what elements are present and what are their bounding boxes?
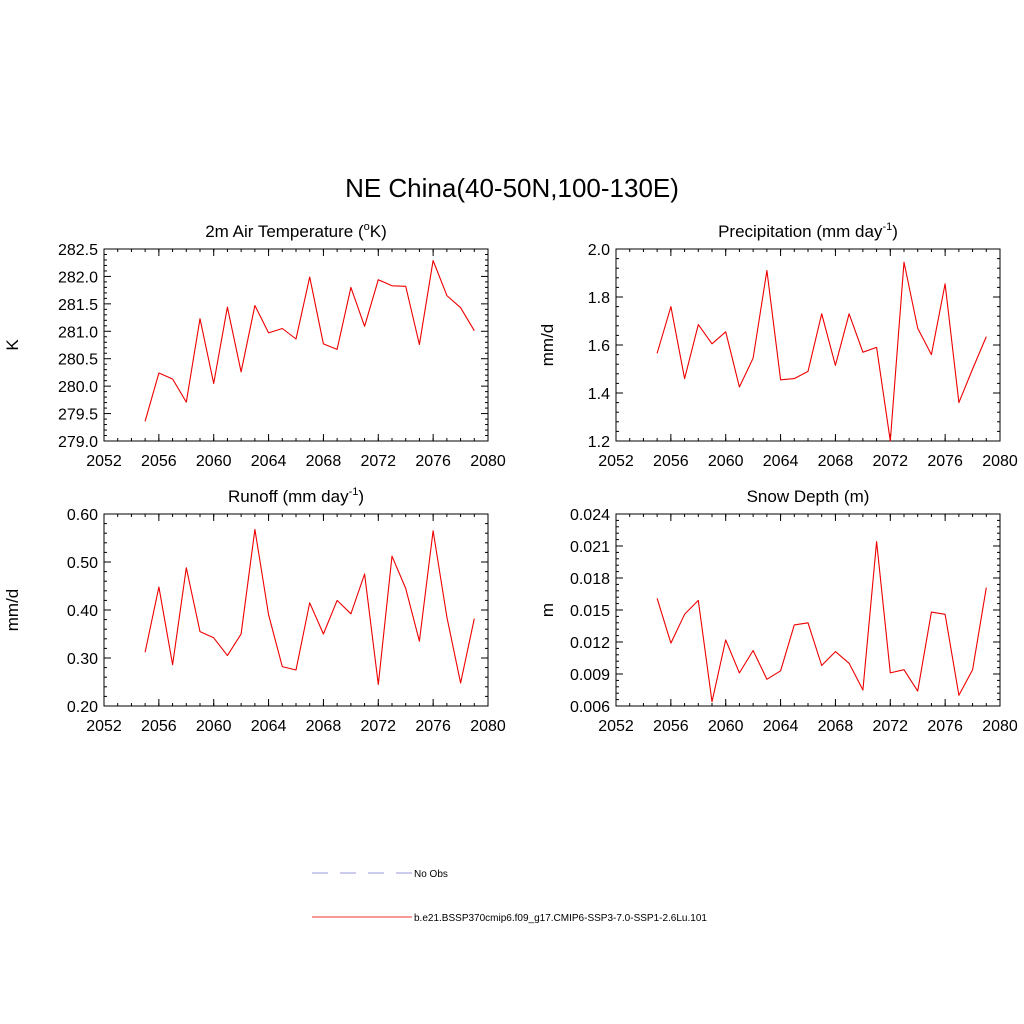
x-tick-label: 2076: [927, 718, 963, 735]
panel-title: 2m Air Temperature (oK): [205, 221, 387, 241]
x-tick-label: 2056: [653, 718, 689, 735]
y-tick-label: 0.009: [570, 667, 610, 684]
y-axis-label: m: [538, 603, 557, 617]
x-tick-label: 2076: [927, 453, 963, 470]
series-line: [144, 528, 475, 685]
y-axis-label: mm/d: [3, 589, 22, 632]
panel-title: Precipitation (mm day-1): [718, 221, 898, 241]
y-tick-label: 0.60: [67, 507, 98, 524]
x-tick-label: 2064: [763, 718, 799, 735]
chart-panel-3: 2052 2056 2060 2064 2068 2072 2076 2080 0.20 0.30…: [3, 486, 506, 735]
y-tick-label: 1.2: [588, 434, 610, 451]
x-tick-label: 2056: [141, 718, 177, 735]
x-tick-label: 2060: [196, 453, 232, 470]
y-tick-label: 0.40: [67, 603, 98, 620]
y-tick-label: 0.018: [570, 571, 610, 588]
x-tick-label: 2064: [763, 453, 799, 470]
x-tick-label: 2080: [982, 718, 1018, 735]
series-line: [144, 259, 475, 422]
y-tick-label: 0.012: [570, 635, 610, 652]
panels-group: 2052 2056 2060 2064 2068 2072 2076 2080 279.0 279…: [3, 221, 1018, 735]
x-tick-label: 2068: [306, 453, 342, 470]
y-tick-label: 280.0: [58, 379, 98, 396]
y-tick-label: 0.015: [570, 603, 610, 620]
x-tick-label: 2080: [982, 453, 1018, 470]
panel-title: Runoff (mm day-1): [228, 486, 364, 506]
y-tick-label: 0.021: [570, 539, 610, 556]
chart-panel-4: 2052 2056 2060 2064 2068 2072 2076 2080 0.006 0.0…: [538, 487, 1018, 735]
y-axis-label: K: [3, 339, 22, 351]
x-tick-label: 2060: [196, 718, 232, 735]
x-tick-label: 2080: [470, 453, 506, 470]
y-tick-label: 281.5: [58, 297, 98, 314]
x-tick-label: 2064: [251, 453, 287, 470]
y-tick-label: 279.0: [58, 434, 98, 451]
y-tick-label: 280.5: [58, 352, 98, 369]
x-tick-label: 2072: [360, 453, 396, 470]
y-tick-label: 2.0: [588, 242, 610, 259]
x-tick-label: 2052: [86, 453, 122, 470]
legend-model-run-label: b.e21.BSSP370cmip6.f09_g17.CMIP6-SSP3-7.…: [414, 913, 707, 924]
x-tick-label: 2056: [141, 453, 177, 470]
plot-frame: [103, 513, 489, 707]
x-tick-label: 2068: [818, 718, 854, 735]
y-tick-label: 0.024: [570, 507, 610, 524]
y-tick-label: 0.006: [570, 699, 610, 716]
x-tick-label: 2056: [653, 453, 689, 470]
panel-title: Snow Depth (m): [747, 487, 870, 506]
y-tick-label: 1.8: [588, 290, 610, 307]
series-line: [656, 261, 987, 442]
x-tick-label: 2076: [415, 453, 451, 470]
y-tick-label: 0.50: [67, 555, 98, 572]
y-tick-label: 282.0: [58, 269, 98, 286]
y-tick-label: 0.20: [67, 699, 98, 716]
plot-frame: [615, 248, 1001, 442]
y-tick-label: 281.0: [58, 324, 98, 341]
series-line: [656, 541, 987, 703]
plot-frame: [615, 513, 1001, 707]
x-tick-label: 2072: [360, 718, 396, 735]
x-tick-label: 2080: [470, 718, 506, 735]
x-tick-label: 2060: [708, 718, 744, 735]
figure-title: NE China(40-50N,100-130E): [345, 173, 679, 203]
y-axis-label: mm/d: [538, 324, 557, 367]
x-tick-label: 2072: [872, 718, 908, 735]
x-tick-label: 2052: [598, 718, 634, 735]
legend: No Obs b.e21.BSSP370cmip6.f09_g17.CMIP6-…: [312, 869, 707, 924]
chart-panel-1: 2052 2056 2060 2064 2068 2072 2076 2080 279.0 279…: [3, 221, 506, 470]
x-tick-label: 2064: [251, 718, 287, 735]
y-tick-label: 282.5: [58, 242, 98, 259]
y-tick-label: 0.30: [67, 651, 98, 668]
x-tick-label: 2052: [86, 718, 122, 735]
x-tick-label: 2076: [415, 718, 451, 735]
y-tick-label: 1.4: [588, 386, 610, 403]
x-tick-label: 2052: [598, 453, 634, 470]
y-tick-label: 279.5: [58, 407, 98, 424]
x-tick-label: 2060: [708, 453, 744, 470]
chart-panel-2: 2052 2056 2060 2064 2068 2072 2076 2080 1.2 1.4 1.…: [538, 221, 1018, 470]
y-tick-label: 1.6: [588, 338, 610, 355]
x-tick-label: 2072: [872, 453, 908, 470]
legend-no-obs-label: No Obs: [414, 869, 448, 880]
x-tick-label: 2068: [818, 453, 854, 470]
x-tick-label: 2068: [306, 718, 342, 735]
